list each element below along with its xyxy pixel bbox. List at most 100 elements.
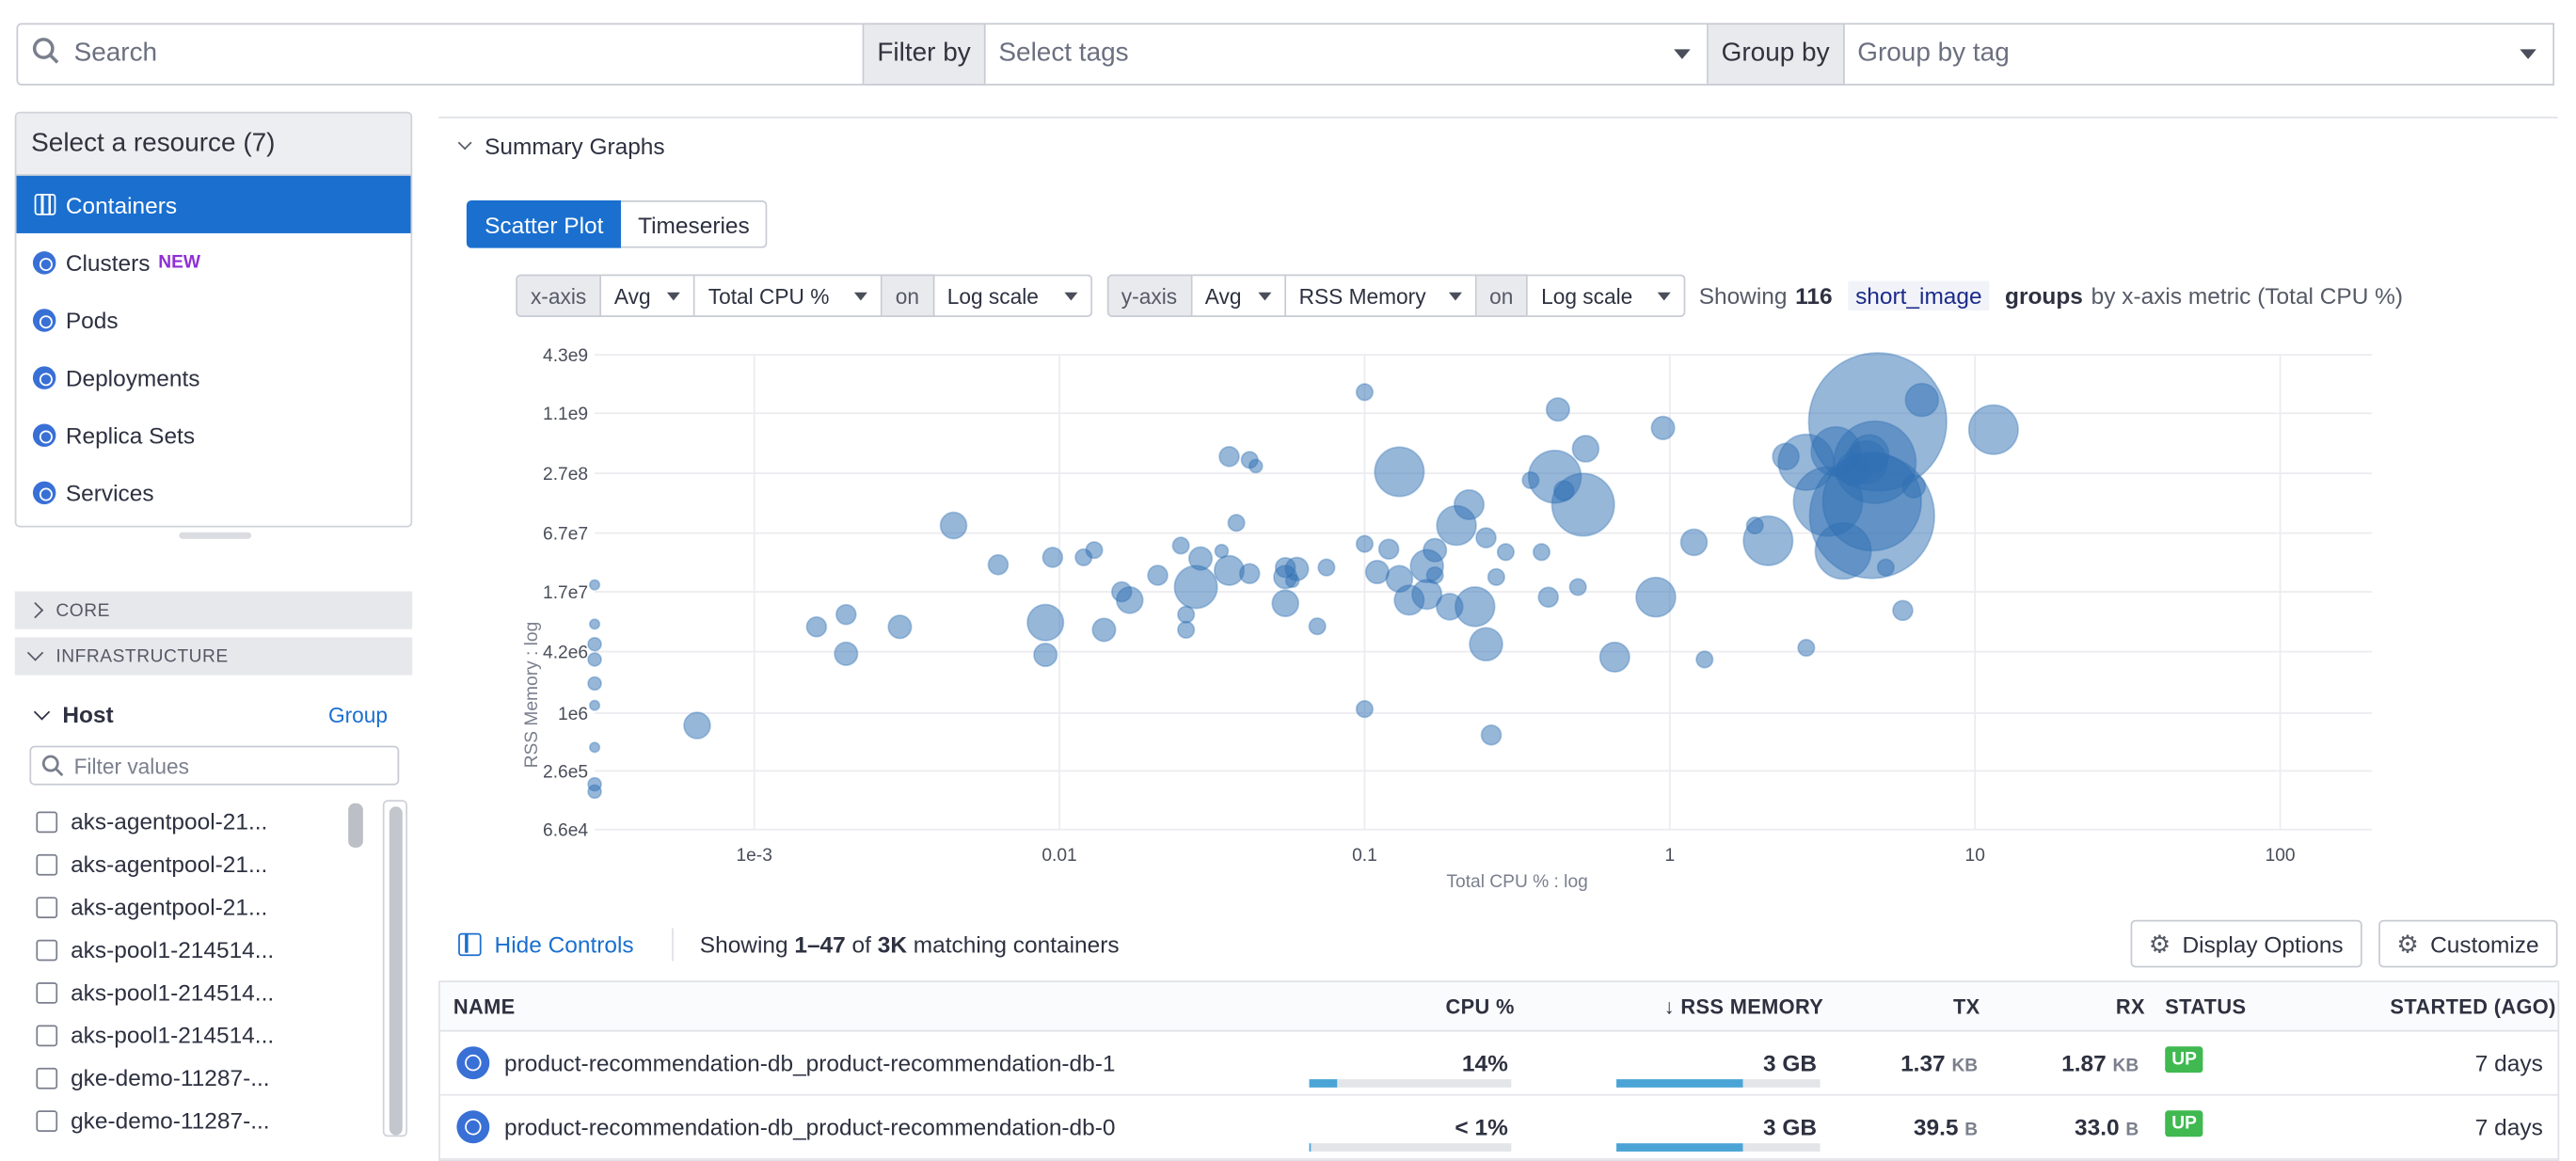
- column-header-tx[interactable]: TX: [1952, 995, 1980, 1019]
- sidebar-scroll-track[interactable]: [382, 800, 408, 1137]
- scatter-point[interactable]: [1469, 627, 1503, 662]
- scatter-point[interactable]: [683, 711, 711, 740]
- scatter-point[interactable]: [588, 741, 601, 754]
- scatter-point[interactable]: [1238, 563, 1261, 585]
- scatter-point[interactable]: [1374, 446, 1425, 498]
- scatter-point[interactable]: [587, 652, 602, 667]
- scatter-point[interactable]: [1532, 543, 1551, 562]
- panel-resize-handle[interactable]: [179, 532, 252, 539]
- scatter-point[interactable]: [1571, 435, 1600, 463]
- container-name[interactable]: product-recommendation-db_product-recomm…: [504, 1049, 1116, 1076]
- table-row[interactable]: product-recommendation-db_product-recomm…: [439, 1096, 2558, 1160]
- scatter-point[interactable]: [1026, 603, 1065, 642]
- scatter-plot-svg[interactable]: 1e-3 0.01 0.1 1 10 100 4.3e9 1.1e9 2.7e8 6.7e7 1.7…: [493, 328, 2398, 895]
- tab-timeseries[interactable]: Timeseries: [621, 200, 768, 248]
- scatter-point[interactable]: [1423, 537, 1448, 563]
- scatter-point[interactable]: [987, 553, 1010, 576]
- host-item[interactable]: aks-pool1-214514...: [36, 1013, 348, 1056]
- host-list-scrollbar[interactable]: [348, 803, 363, 848]
- resource-item-clusters[interactable]: Clusters NEW: [16, 233, 410, 291]
- facet-group-link[interactable]: Group: [327, 702, 389, 727]
- y-axis-scale-select[interactable]: Log scale: [1528, 274, 1686, 317]
- scatter-point[interactable]: [1177, 620, 1196, 640]
- host-item[interactable]: aks-agentpool-21...: [36, 843, 348, 885]
- resource-item-pods[interactable]: Pods: [16, 291, 410, 348]
- scatter-point[interactable]: [1355, 383, 1375, 402]
- checkbox[interactable]: [36, 938, 58, 961]
- scatter-point[interactable]: [835, 603, 857, 626]
- summary-graphs-toggle[interactable]: Summary Graphs: [457, 132, 665, 161]
- group-by-tag-select[interactable]: Group by tag: [1844, 23, 2554, 86]
- resource-item-containers[interactable]: Containers: [16, 175, 411, 233]
- host-item[interactable]: aks-agentpool-21...: [36, 800, 348, 842]
- container-name[interactable]: product-recommendation-db_product-recomm…: [504, 1113, 1116, 1140]
- scatter-point[interactable]: [1550, 472, 1615, 537]
- scatter-point[interactable]: [1650, 415, 1676, 440]
- scatter-point[interactable]: [1033, 642, 1058, 668]
- group-tag-chip[interactable]: short_image: [1849, 280, 1989, 310]
- scatter-point[interactable]: [1187, 546, 1214, 571]
- scatter-point[interactable]: [1308, 617, 1327, 636]
- scatter-point[interactable]: [1454, 586, 1496, 628]
- scatter-point[interactable]: [1284, 556, 1310, 581]
- x-axis-agg-select[interactable]: Avg: [600, 274, 695, 317]
- checkbox[interactable]: [36, 1067, 58, 1089]
- scatter-point[interactable]: [1355, 534, 1375, 553]
- table-row[interactable]: product-recommendation-db_product-recomm…: [439, 1031, 2558, 1096]
- checkbox[interactable]: [36, 896, 58, 918]
- scatter-point[interactable]: [1317, 558, 1336, 577]
- scatter-point[interactable]: [1147, 565, 1169, 586]
- resource-item-services[interactable]: Services: [16, 463, 410, 520]
- x-axis-metric-select[interactable]: Total CPU %: [694, 274, 883, 317]
- scatter-point[interactable]: [1876, 558, 1895, 577]
- scatter-point[interactable]: [939, 511, 968, 540]
- column-header-started[interactable]: STARTED (AGO): [2390, 995, 2556, 1019]
- scatter-point[interactable]: [1807, 352, 1948, 492]
- scatter-point[interactable]: [1892, 599, 1914, 622]
- scatter-point[interactable]: [834, 641, 859, 666]
- scatter-point[interactable]: [1475, 527, 1497, 549]
- scatter-point[interactable]: [1271, 589, 1300, 618]
- scatter-point[interactable]: [1425, 565, 1444, 585]
- scatter-point[interactable]: [1742, 515, 1794, 566]
- scatter-point[interactable]: [587, 676, 602, 692]
- scatter-point[interactable]: [1679, 528, 1709, 557]
- scatter-point[interactable]: [1085, 541, 1104, 560]
- scatter-point[interactable]: [1695, 650, 1714, 669]
- scatter-point[interactable]: [1545, 397, 1571, 422]
- scatter-point[interactable]: [1042, 547, 1064, 568]
- filter-tags-select[interactable]: Select tags: [985, 23, 1709, 86]
- search-input[interactable]: Search: [16, 23, 865, 86]
- facet-host-toggle[interactable]: Host: [33, 702, 114, 727]
- hide-controls-button[interactable]: Hide Controls: [458, 930, 634, 959]
- scatter-point[interactable]: [1411, 579, 1443, 611]
- host-item[interactable]: aks-pool1-214514...: [36, 928, 348, 970]
- scatter-point[interactable]: [588, 618, 601, 630]
- scatter-point[interactable]: [1214, 543, 1230, 559]
- host-item[interactable]: aks-agentpool-21...: [36, 885, 348, 928]
- display-options-button[interactable]: ⚙ Display Options: [2130, 919, 2361, 968]
- y-axis-metric-select[interactable]: RSS Memory: [1285, 274, 1477, 317]
- scatter-point[interactable]: [1115, 586, 1144, 614]
- column-header-rss-memory[interactable]: ↓ RSS MEMORY: [1664, 995, 1824, 1018]
- scatter-point[interactable]: [1173, 565, 1218, 610]
- scatter-point[interactable]: [1218, 445, 1240, 468]
- scatter-point[interactable]: [1480, 724, 1503, 746]
- column-header-name[interactable]: NAME: [453, 995, 516, 1019]
- scatter-point[interactable]: [887, 614, 913, 640]
- scatter-point[interactable]: [1797, 638, 1816, 658]
- scatter-point[interactable]: [1967, 404, 2019, 455]
- scatter-point[interactable]: [1568, 578, 1587, 596]
- column-header-rx[interactable]: RX: [2115, 995, 2145, 1019]
- scatter-point[interactable]: [1377, 538, 1400, 561]
- host-item[interactable]: aks-pool1-214514...: [36, 971, 348, 1013]
- scatter-point[interactable]: [1248, 458, 1264, 474]
- scatter-point[interactable]: [1355, 700, 1375, 719]
- scatter-point[interactable]: [1453, 488, 1486, 520]
- checkbox[interactable]: [36, 810, 58, 833]
- scatter-point[interactable]: [1171, 536, 1190, 555]
- scatter-point[interactable]: [1901, 473, 1927, 499]
- scatter-point[interactable]: [1904, 382, 1940, 418]
- scatter-point[interactable]: [1537, 586, 1560, 609]
- scatter-point[interactable]: [1364, 559, 1390, 585]
